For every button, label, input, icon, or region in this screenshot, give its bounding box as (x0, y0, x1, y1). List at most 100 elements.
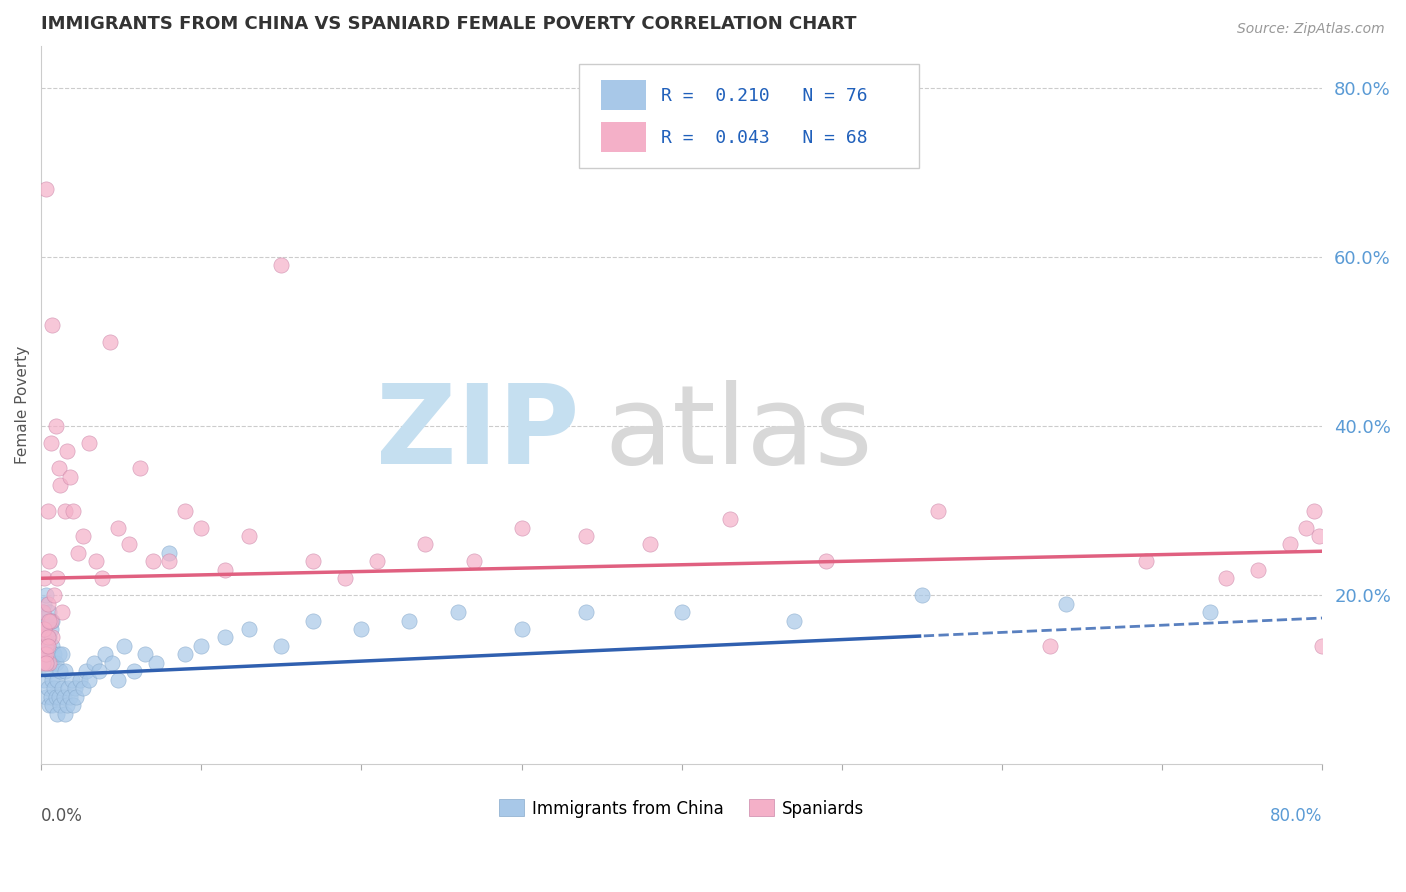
Point (157, 546, 180, 560)
Point (34, 622, 56, 636)
Point (38, 631, 60, 645)
Point (55, 444, 77, 458)
Point (38, 554, 60, 568)
Point (34, 648, 56, 662)
Point (31, 639, 53, 653)
Point (350, 622, 373, 636)
Point (53, 503, 76, 517)
Point (91, 571, 114, 585)
Point (134, 648, 156, 662)
Point (575, 605, 598, 619)
Point (190, 520, 212, 534)
Point (31, 631, 53, 645)
Point (39, 622, 62, 636)
Point (1199, 605, 1222, 619)
Point (66, 546, 89, 560)
Point (35, 182, 58, 196)
Point (157, 554, 180, 568)
Point (302, 554, 325, 568)
Point (190, 639, 212, 653)
Point (31, 656, 53, 670)
Point (39, 656, 62, 670)
Point (48, 461, 70, 475)
Point (72, 681, 94, 696)
Text: ZIP: ZIP (375, 380, 579, 487)
Point (39, 436, 62, 450)
Point (51, 605, 73, 619)
Text: R =  0.043   N = 68: R = 0.043 N = 68 (661, 128, 868, 146)
Point (270, 639, 292, 653)
Point (446, 605, 468, 619)
Point (783, 614, 806, 628)
Point (37, 639, 59, 653)
Point (53, 706, 76, 721)
Point (911, 588, 934, 602)
Point (48, 648, 70, 662)
Point (510, 520, 533, 534)
Point (415, 537, 437, 551)
Point (145, 656, 167, 670)
Point (37, 503, 59, 517)
Point (927, 503, 949, 517)
Point (1310, 639, 1333, 653)
Point (77, 673, 100, 687)
Point (37, 597, 59, 611)
Point (238, 529, 260, 543)
Point (100, 656, 122, 670)
Point (38, 665, 60, 679)
Point (41, 318, 63, 332)
Text: 0.0%: 0.0% (41, 807, 83, 825)
Point (238, 622, 260, 636)
Point (37, 614, 59, 628)
FancyBboxPatch shape (600, 122, 645, 152)
Point (38, 605, 60, 619)
Point (51, 648, 73, 662)
FancyBboxPatch shape (579, 63, 918, 168)
Point (112, 639, 135, 653)
Point (65, 690, 87, 704)
Point (42, 648, 65, 662)
Point (107, 673, 129, 687)
Point (42, 681, 65, 696)
Text: IMMIGRANTS FROM CHINA VS SPANIARD FEMALE POVERTY CORRELATION CHART: IMMIGRANTS FROM CHINA VS SPANIARD FEMALE… (41, 15, 856, 33)
Point (39, 614, 62, 628)
Point (107, 520, 129, 534)
Point (31, 605, 53, 619)
Text: 80.0%: 80.0% (1270, 807, 1322, 825)
Point (1295, 520, 1317, 534)
Point (62, 503, 84, 517)
Point (41, 639, 63, 653)
Point (55, 698, 77, 712)
Point (366, 554, 388, 568)
Point (35, 639, 58, 653)
Point (31, 622, 53, 636)
Text: atlas: atlas (605, 380, 873, 487)
Point (41, 698, 63, 712)
Point (49, 698, 72, 712)
Point (41, 614, 63, 628)
Point (35, 588, 58, 602)
Point (62, 698, 84, 712)
Point (214, 631, 236, 645)
Point (37, 631, 59, 645)
Point (1135, 554, 1157, 568)
Point (42, 588, 65, 602)
Point (1303, 503, 1326, 517)
Point (41, 673, 63, 687)
Point (1039, 639, 1062, 653)
Point (1279, 537, 1302, 551)
Point (83, 656, 105, 670)
Point (84, 554, 107, 568)
Point (49, 478, 72, 492)
Point (41, 631, 63, 645)
Point (38, 698, 60, 712)
Point (69, 673, 91, 687)
Point (510, 622, 533, 636)
Point (671, 605, 693, 619)
Point (270, 259, 292, 273)
Point (34, 648, 56, 662)
Point (75, 665, 97, 679)
Point (94, 648, 117, 662)
Point (174, 503, 197, 517)
Point (46, 706, 69, 721)
